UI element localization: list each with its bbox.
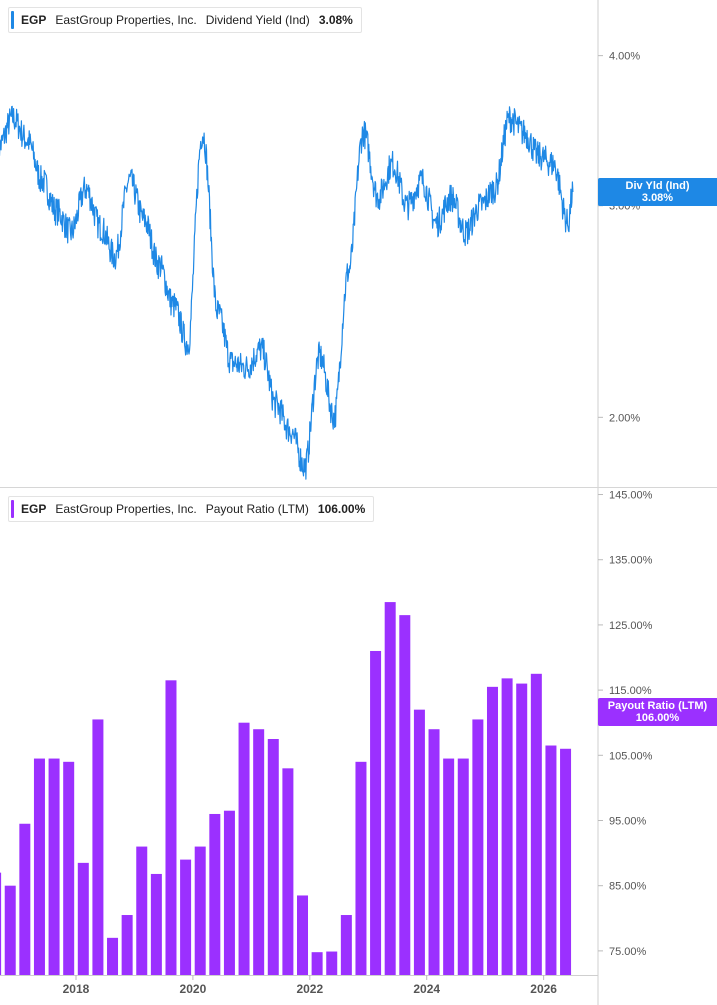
payout-bar (19, 823, 31, 975)
x-tick-label: 2022 (296, 982, 323, 996)
payout-bar (180, 859, 192, 975)
yield-line (0, 105, 574, 480)
payout-bar (413, 709, 425, 975)
payout-bar (0, 872, 2, 975)
payout-legend: EGP EastGroup Properties, Inc. Payout Ra… (8, 496, 375, 522)
x-tick-label: 2024 (413, 982, 440, 996)
payout-badge-value: 106.00% (635, 712, 680, 724)
payout-bar (399, 615, 411, 975)
payout-bar (486, 686, 498, 975)
yield-legend-metric: Dividend Yield (Ind) (205, 13, 310, 27)
payout-y-tick-label: 125.00% (609, 620, 653, 632)
payout-bar (282, 768, 294, 975)
payout-price-badge: Payout Ratio (LTM) 106.00% (598, 698, 717, 726)
payout-bar (311, 952, 323, 975)
payout-legend-value: 106.00% (317, 502, 366, 516)
payout-bar (560, 748, 572, 975)
payout-bar (443, 758, 455, 975)
payout-bar (326, 951, 338, 975)
payout-bar (297, 895, 309, 975)
payout-bar (77, 862, 89, 975)
payout-bar (136, 846, 148, 975)
yield-legend-swatch (11, 11, 14, 29)
yield-legend: EGP EastGroup Properties, Inc. Dividend … (8, 7, 362, 33)
x-tick-label: 2026 (530, 982, 557, 996)
payout-bar (516, 683, 528, 975)
payout-bar (355, 761, 367, 975)
payout-bar (223, 810, 235, 975)
payout-bar (4, 885, 16, 975)
yield-legend-value: 3.08% (318, 13, 353, 27)
payout-bar (253, 729, 265, 975)
payout-bar (384, 602, 396, 975)
yield-y-tick-label: 2.00% (609, 412, 640, 424)
payout-bar (209, 813, 221, 975)
payout-legend-metric: Payout Ratio (LTM) (205, 502, 309, 516)
yield-price-badge: Div Yld (Ind) 3.08% (598, 178, 717, 206)
payout-bar (121, 915, 133, 975)
yield-y-tick-label: 4.00% (609, 51, 640, 63)
payout-bar (501, 678, 513, 975)
payout-bar (530, 673, 542, 975)
payout-bar (472, 719, 484, 975)
payout-bar (165, 680, 177, 975)
payout-bar (33, 758, 45, 975)
payout-bar (428, 729, 440, 975)
payout-bar (545, 745, 557, 975)
payout-legend-company: EastGroup Properties, Inc. (55, 502, 197, 516)
yield-legend-ticker: EGP (21, 13, 47, 27)
yield-badge-value: 3.08% (641, 192, 674, 204)
x-tick-label: 2020 (180, 982, 207, 996)
payout-legend-ticker: EGP (21, 502, 47, 516)
payout-y-tick-label: 75.00% (609, 946, 647, 958)
payout-y-tick-label: 85.00% (609, 881, 647, 893)
payout-bar (48, 758, 60, 975)
payout-bar (457, 758, 469, 975)
payout-bar (150, 873, 162, 975)
yield-legend-company: EastGroup Properties, Inc. (55, 13, 197, 27)
yield-badge-label: Div Yld (Ind) (625, 180, 690, 192)
payout-bar (194, 846, 206, 975)
payout-bar (267, 738, 279, 975)
payout-y-tick-label: 145.00% (609, 490, 653, 502)
payout-bar (370, 650, 382, 975)
payout-y-tick-label: 105.00% (609, 750, 653, 762)
payout-y-tick-label: 115.00% (609, 685, 652, 697)
payout-badge-label: Payout Ratio (LTM) (607, 700, 708, 712)
x-tick-label: 2018 (63, 982, 90, 996)
payout-y-tick-label: 135.00% (609, 555, 653, 567)
payout-bar (107, 937, 119, 975)
payout-bar (340, 915, 352, 975)
payout-y-tick-label: 95.00% (609, 815, 647, 827)
payout-legend-swatch (11, 500, 14, 518)
payout-bar (63, 761, 75, 975)
payout-bar (238, 722, 250, 975)
payout-bar (92, 719, 104, 975)
